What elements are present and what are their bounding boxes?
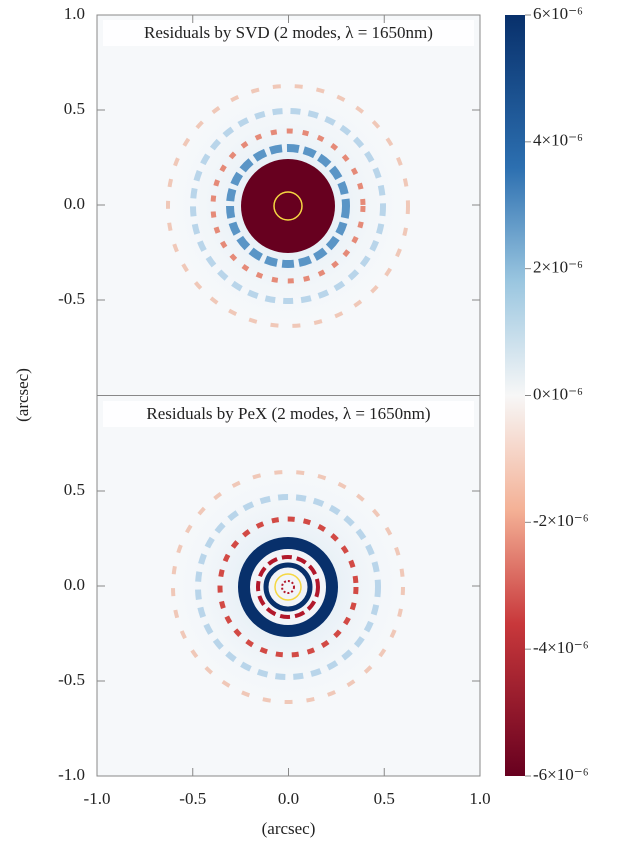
image-bottom <box>97 396 480 776</box>
y-tick-label: -1.0 <box>58 765 85 784</box>
y-tick-label: 0.5 <box>64 99 85 118</box>
colorbar-tick-label: -6×10⁻⁶ <box>533 765 589 784</box>
x-tick-label: 0.0 <box>278 789 299 808</box>
y-tick-label: -0.5 <box>58 670 85 689</box>
colorbar-tick-label: 6×10⁻⁶ <box>533 4 583 23</box>
colorbar-tick-label: -4×10⁻⁶ <box>533 638 589 657</box>
y-tick-label: 1.0 <box>64 4 85 23</box>
colorbar <box>505 15 525 776</box>
x-tick-label: 0.5 <box>374 789 395 808</box>
y-tick-label: 0.5 <box>64 480 85 499</box>
image-top <box>97 15 480 395</box>
colorbar-tick-label: 4×10⁻⁶ <box>533 131 583 150</box>
x-tick-label: 1.0 <box>469 789 490 808</box>
title-background <box>103 401 474 427</box>
y-tick-label: 0.0 <box>64 194 85 213</box>
panel-title: Residuals by PeX (2 modes, λ = 1650nm) <box>146 404 430 423</box>
x-tick-label: -1.0 <box>84 789 111 808</box>
colorbar-tick-label: -2×10⁻⁶ <box>533 511 589 530</box>
x-axis-label: (arcsec) <box>262 819 316 838</box>
colorbar-tick-label: 0×10⁻⁶ <box>533 384 583 403</box>
panel-title: Residuals by SVD (2 modes, λ = 1650nm) <box>144 23 433 42</box>
y-tick-label: 0.0 <box>64 575 85 594</box>
y-tick-label: -0.5 <box>58 289 85 308</box>
y-axis-label: (arcsec) <box>13 368 32 422</box>
x-tick-label: -0.5 <box>179 789 206 808</box>
colorbar-tick-label: 2×10⁻⁶ <box>533 258 583 277</box>
title-background <box>103 20 474 46</box>
